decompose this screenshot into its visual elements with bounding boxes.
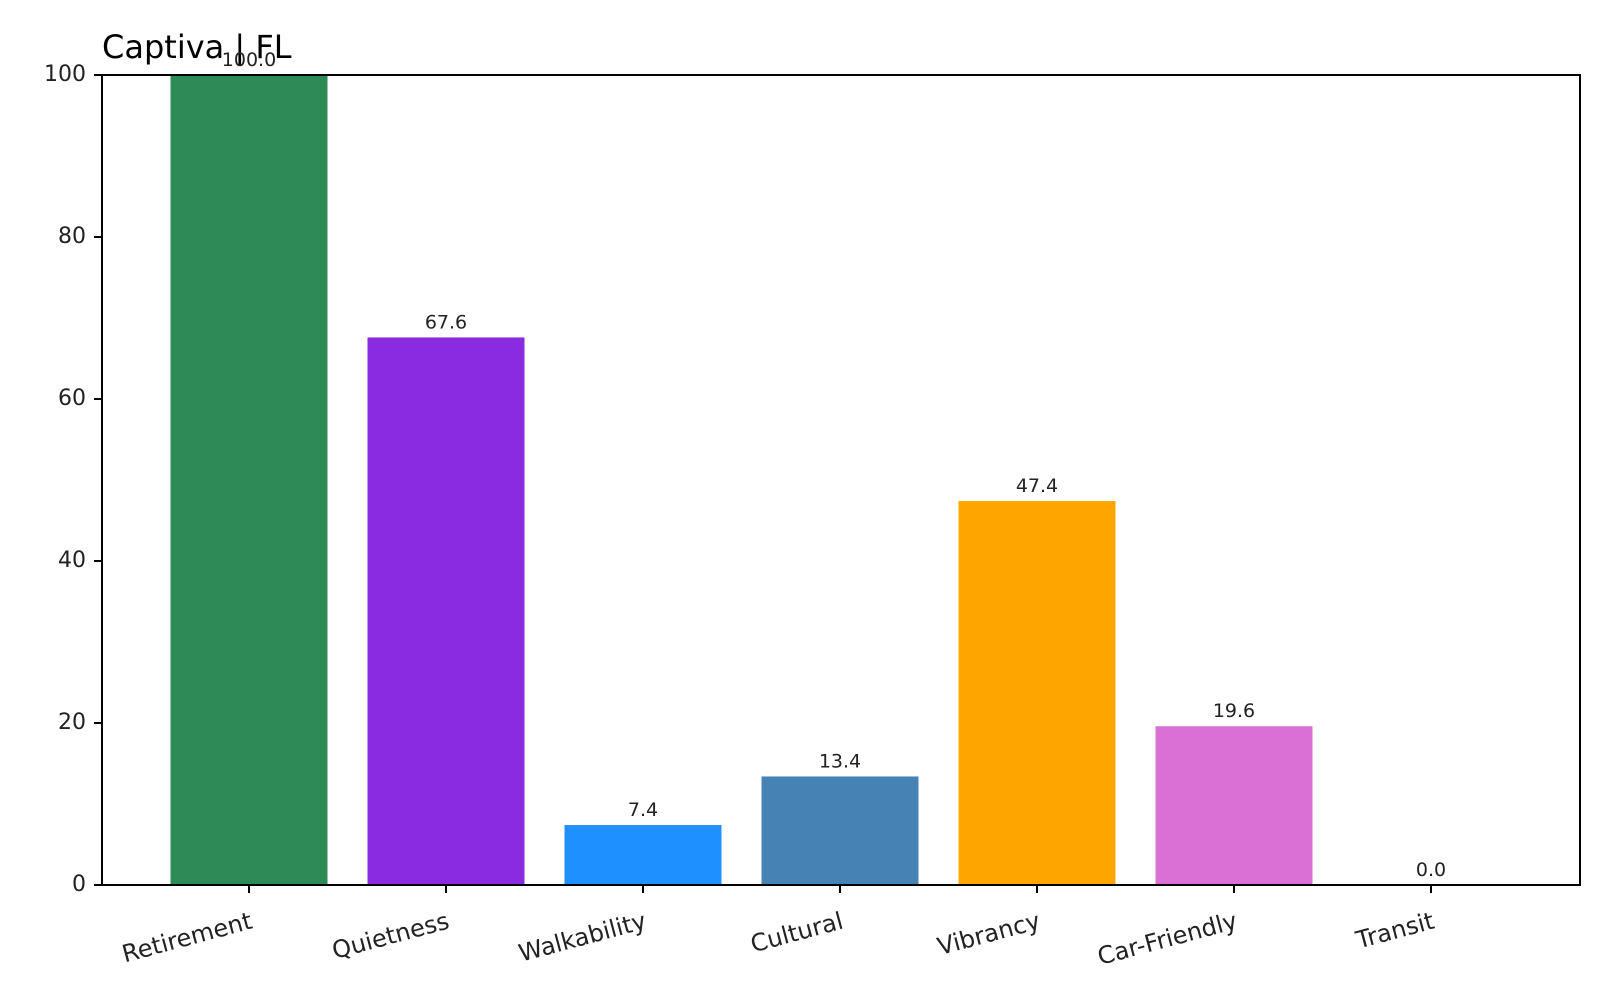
bar-retirement — [170, 75, 328, 885]
y-tick-label: 40 — [58, 548, 86, 573]
bars-layer — [170, 75, 1313, 885]
bar-value-label: 67.6 — [425, 311, 467, 333]
x-tick-label: Vibrancy — [934, 907, 1043, 961]
chart-title: Captiva | FL — [102, 28, 292, 66]
x-tick-label: Transit — [1352, 907, 1437, 955]
bar-quietness — [367, 337, 525, 885]
bar-walkability — [564, 825, 722, 885]
bar-labels-layer: 100.0 67.6 7.4 13.4 47.4 19.6 0.0 — [222, 49, 1446, 881]
y-axis: 0 20 40 60 80 100 — [44, 62, 102, 897]
bar-value-label: 19.6 — [1213, 700, 1255, 722]
x-tick-label: Walkability — [516, 907, 649, 968]
bar-car-friendly — [1155, 726, 1313, 885]
bar-value-label: 47.4 — [1016, 475, 1058, 497]
bar-value-label: 100.0 — [222, 49, 276, 71]
bar-cultural — [761, 776, 919, 885]
y-tick-label: 60 — [58, 386, 86, 411]
y-tick-label: 80 — [58, 224, 86, 249]
bar-value-label: 13.4 — [819, 750, 861, 772]
bar-value-label: 7.4 — [628, 799, 658, 821]
y-tick-label: 0 — [72, 872, 86, 897]
y-tick-label: 20 — [58, 710, 86, 735]
bar-vibrancy — [958, 501, 1116, 885]
x-tick-label: Cultural — [748, 907, 847, 959]
x-tick-label: Car-Friendly — [1095, 907, 1241, 971]
x-axis: Retirement Quietness Walkability Cultural Vi… — [119, 885, 1437, 971]
y-tick-label: 100 — [44, 62, 86, 87]
x-tick-label: Retirement — [119, 907, 255, 969]
x-tick-label: Quietness — [329, 907, 452, 965]
bar-value-label: 0.0 — [1416, 859, 1446, 881]
